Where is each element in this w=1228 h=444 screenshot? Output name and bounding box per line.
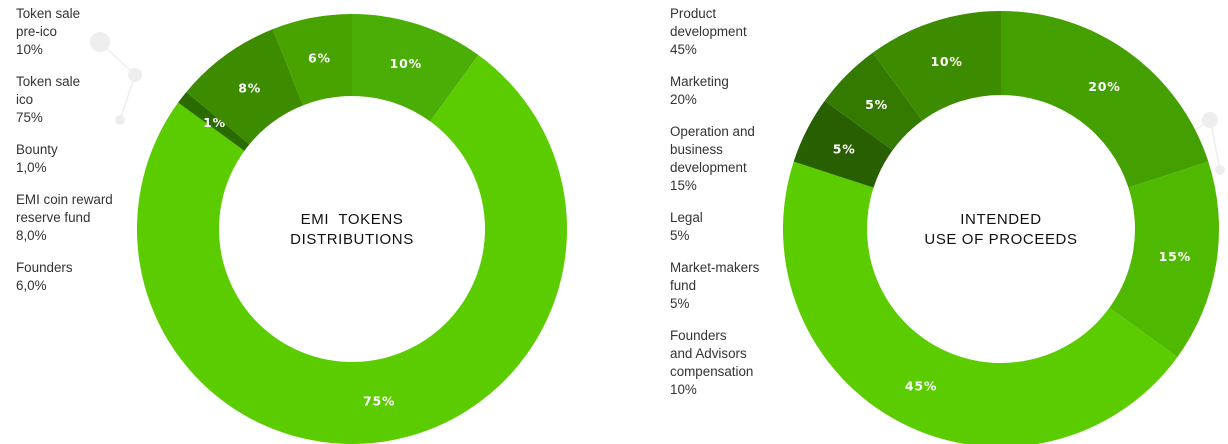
- proceeds-use-legend: Product development 45% Marketing 20% Operati…: [670, 5, 780, 413]
- legend-label: Market-makers: [670, 260, 760, 275]
- legend-label: reserve fund: [16, 210, 91, 225]
- token-distribution-legend: Token sale pre-ico 10% Token sale ico 75% Boun…: [16, 5, 134, 309]
- legend-label: business: [670, 142, 723, 157]
- legend-label: EMI coin reward: [16, 192, 113, 207]
- slice-label: 5%: [833, 142, 856, 157]
- legend-item: Token sale pre-ico 10%: [16, 5, 134, 59]
- slice-label: 10%: [930, 54, 962, 69]
- donut-slice: [824, 52, 923, 151]
- legend-item: Bounty 1,0%: [16, 141, 134, 177]
- legend-label: and Advisors: [670, 346, 747, 361]
- legend-value: 75%: [16, 110, 43, 125]
- slice-label: 20%: [1088, 79, 1120, 94]
- donut-slice: [352, 14, 479, 122]
- slice-label: 10%: [390, 56, 422, 71]
- legend-label: Operation and: [670, 124, 755, 139]
- legend-label: development: [670, 24, 747, 39]
- donut-slice: [178, 91, 250, 151]
- proceeds-use-donut: 20% 15% 45% 5% 5% 10% INTENDED USE OF PROCEEDS: [783, 11, 1219, 444]
- legend-value: 8,0%: [16, 228, 47, 243]
- legend-label: development: [670, 160, 747, 175]
- legend-label: Marketing: [670, 74, 729, 89]
- legend-item: Marketing 20%: [670, 73, 780, 109]
- legend-label: compensation: [670, 364, 754, 379]
- legend-value: 10%: [16, 42, 43, 57]
- donut-center-title: EMI TOKENS DISTRIBUTIONS: [290, 211, 414, 248]
- donut-slice: [793, 100, 893, 188]
- legend-item: Product development 45%: [670, 5, 780, 59]
- legend-value: 20%: [670, 92, 697, 107]
- legend-item: EMI coin reward reserve fund 8,0%: [16, 191, 134, 245]
- legend-label: Founders: [16, 260, 73, 275]
- legend-label: fund: [670, 278, 697, 293]
- donut-slice: [1001, 11, 1209, 188]
- legend-label: Product: [670, 6, 717, 21]
- donut-slice: [1109, 161, 1219, 358]
- legend-value: 45%: [670, 42, 697, 57]
- legend-item: Market-makers fund 5%: [670, 259, 780, 313]
- legend-label: Token sale: [16, 6, 81, 21]
- slice-label: 8%: [238, 81, 261, 96]
- legend-label: Legal: [670, 210, 703, 225]
- token-distribution-donut: 10%75%1%8%6%EMI TOKENS DISTRIBUTIONS: [137, 14, 567, 444]
- legend-item: Token sale ico 75%: [16, 73, 134, 127]
- legend-item: Operation and business development 15%: [670, 123, 780, 195]
- donut-slice: [872, 11, 1001, 121]
- legend-label: pre-ico: [16, 24, 57, 39]
- slice-label: 75%: [363, 393, 395, 408]
- donut-slice: [272, 14, 352, 106]
- slice-label: 5%: [865, 97, 888, 112]
- donut-slice: [137, 55, 567, 444]
- legend-value: 1,0%: [16, 160, 47, 175]
- legend-value: 10%: [670, 382, 697, 397]
- legend-item: Founders 6,0%: [16, 259, 134, 295]
- slice-label: 6%: [308, 51, 331, 66]
- legend-item: Legal 5%: [670, 209, 780, 245]
- slice-label: 15%: [1159, 249, 1191, 264]
- donut-slice: [186, 29, 304, 145]
- legend-label: Founders: [670, 328, 727, 343]
- donut-center-title: INTENDED USE OF PROCEEDS: [924, 211, 1077, 248]
- legend-label: ico: [16, 92, 34, 107]
- legend-value: 5%: [670, 228, 690, 243]
- legend-value: 5%: [670, 296, 690, 311]
- legend-value: 6,0%: [16, 278, 47, 293]
- legend-item: Founders and Advisors compensation 10%: [670, 327, 780, 399]
- legend-label: Token sale: [16, 74, 81, 89]
- legend-value: 15%: [670, 178, 697, 193]
- legend-label: Bounty: [16, 142, 58, 157]
- donut-slice: [783, 161, 1178, 444]
- slice-label: 45%: [905, 378, 937, 393]
